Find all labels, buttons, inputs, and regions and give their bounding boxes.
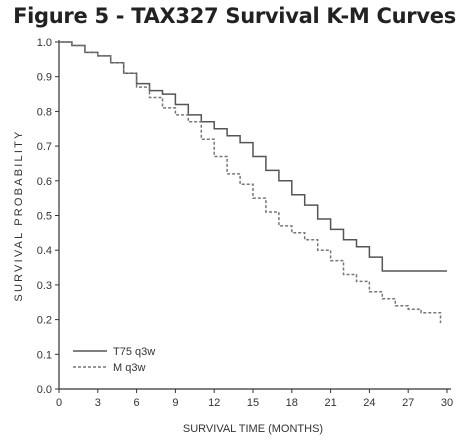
legend-label-0: T75 q3w xyxy=(113,346,155,358)
axes: 0.0 0.1 0.2 0.3 0.4 0.5 0.6 0.7 0.8 0.9 1.0 0 3 6 9 12 1… xyxy=(13,37,453,435)
y-tick-label: 0.1 xyxy=(37,349,52,361)
x-tick-label: 9 xyxy=(172,397,178,409)
y-tick-label: 0.9 xyxy=(37,72,52,84)
x-tick-label: 21 xyxy=(324,397,336,409)
km-curve-t75-q3w xyxy=(59,41,447,272)
y-tick-label: 0.3 xyxy=(37,280,52,292)
chart-title: Figure 5 - TAX327 Survival K-M Curves xyxy=(13,4,456,28)
x-tick-label: 27 xyxy=(402,397,414,409)
y-tick-label: 0.5 xyxy=(37,211,52,223)
x-tick-label: 24 xyxy=(363,397,375,409)
x-tick-label: 12 xyxy=(208,397,220,409)
x-tick-label: 15 xyxy=(247,397,259,409)
x-tick-label: 3 xyxy=(95,397,101,409)
legend-label-1: M q3w xyxy=(113,362,145,374)
y-tick-label: 0.4 xyxy=(37,245,52,257)
x-tick-label: 30 xyxy=(441,397,453,409)
y-axis-title: SURVIVAL PROBABILITY xyxy=(13,129,25,301)
x-tick-label: 18 xyxy=(286,397,298,409)
x-axis-title: SURVIVAL TIME (MONTHS) xyxy=(183,423,323,435)
x-tick-label: 6 xyxy=(134,397,140,409)
y-tick-label: 1.0 xyxy=(37,37,52,49)
y-tick-label: 0.6 xyxy=(37,176,52,188)
y-tick-label: 0.0 xyxy=(37,384,52,396)
y-tick-label: 0.7 xyxy=(37,141,52,153)
y-tick-label: 0.8 xyxy=(37,106,52,118)
legend: T75 q3w M q3w xyxy=(73,346,155,374)
x-tick-label: 0 xyxy=(56,397,62,409)
y-tick-label: 0.2 xyxy=(37,315,52,327)
km-curve-m-q3w xyxy=(59,41,442,324)
curves xyxy=(59,41,447,324)
